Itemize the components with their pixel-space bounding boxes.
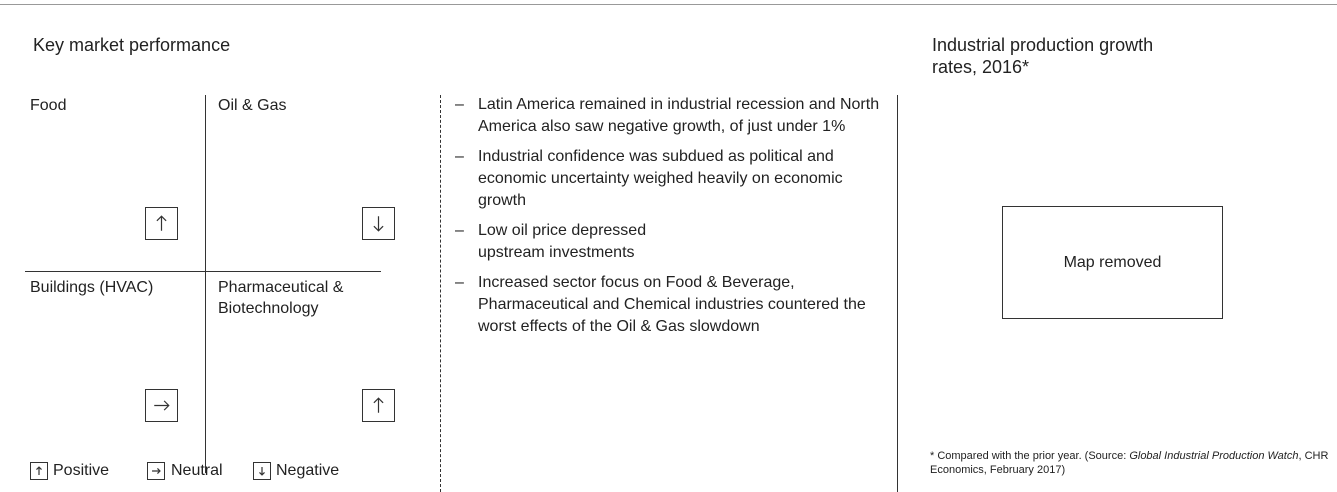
bullet: Low oil price depressed upstream investm… [455, 220, 698, 264]
trend-icon [362, 389, 395, 422]
legend-label: Positive [53, 462, 110, 479]
section-title: Industrial production growth rates, 2016… [932, 35, 1154, 77]
trend-icon [145, 389, 178, 422]
icon-box [145, 207, 178, 240]
bullet: Latin America remained in industrial rec… [455, 94, 885, 138]
trend-icon [362, 207, 395, 240]
quadrant-label: Food [30, 97, 67, 114]
top-rule [0, 4, 1337, 5]
footnote: * Compared with the prior year. (Source:… [930, 449, 1330, 477]
footnote-text: * Compared with the prior year. (Source: [930, 450, 1130, 462]
column-divider [440, 95, 441, 492]
trend-icon [145, 207, 178, 240]
map-placeholder: Map removed [1002, 206, 1223, 319]
icon-box [145, 389, 178, 422]
icon-arrow [373, 216, 384, 232]
section-title: Key market performance [33, 35, 231, 55]
icon-arrow [152, 468, 161, 474]
icon-arrow [156, 215, 167, 231]
footnote-source: Global Industrial Production Watch [1129, 450, 1299, 462]
icon-arrow [154, 400, 170, 411]
bullet: Increased sector focus on Food & Beverag… [455, 272, 885, 338]
placeholder-text: Map removed [1063, 253, 1162, 271]
legend-label: Neutral [171, 462, 223, 479]
icon-arrow [373, 397, 384, 413]
column-divider [897, 95, 898, 492]
icon-box [362, 207, 395, 240]
icon-box [253, 462, 271, 480]
icon-box [362, 389, 395, 422]
icon-arrow [259, 467, 265, 476]
trend-icon [253, 462, 271, 480]
trend-icon [147, 462, 165, 480]
legend-label: Negative [276, 462, 340, 479]
bullet: Industrial confidence was subdued as pol… [455, 146, 885, 212]
quadrant-divider [205, 95, 206, 473]
icon-box [30, 462, 48, 480]
quadrant-label: Pharmaceutical & Biotechnology [218, 279, 344, 317]
bullet-list: Latin America remained in industrial rec… [455, 94, 885, 346]
quadrant-label: Oil & Gas [218, 97, 287, 114]
icon-box [147, 462, 165, 480]
quadrant-divider [25, 271, 381, 272]
quadrant-label: Buildings (HVAC) [30, 279, 154, 296]
trend-icon [30, 462, 48, 480]
footnote-text: , CHR Economics, February 2017) [930, 450, 1329, 476]
icon-arrow [36, 466, 42, 475]
